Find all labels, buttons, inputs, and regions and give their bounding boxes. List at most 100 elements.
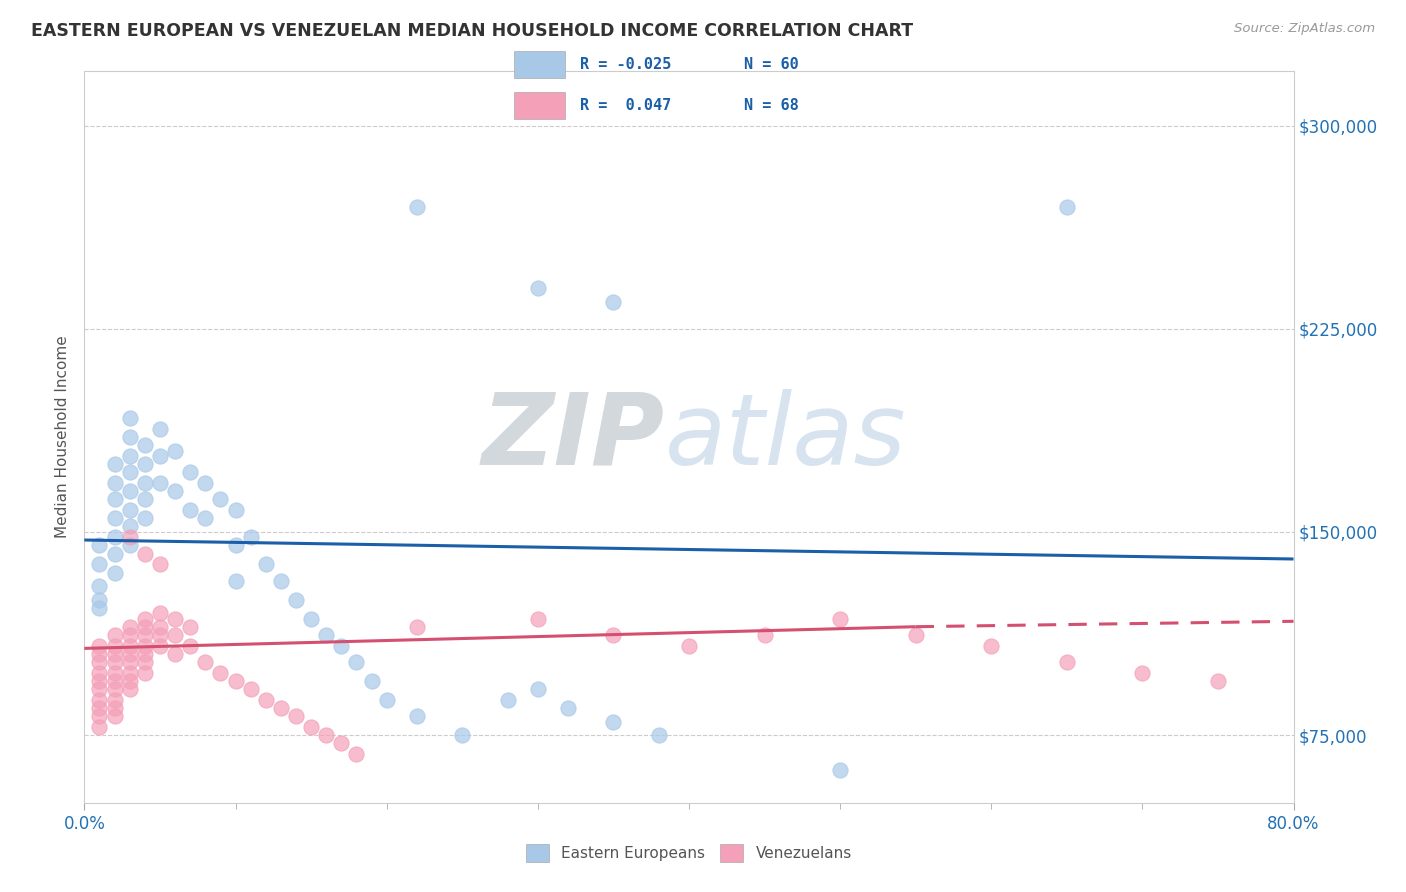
Point [179, 503, 201, 517]
Point [118, 430, 141, 444]
Point [118, 639, 141, 653]
Point [165, 647, 187, 661]
Point [165, 611, 187, 625]
Point [315, 628, 337, 642]
Point [104, 693, 127, 707]
Point [149, 639, 172, 653]
Point [194, 476, 217, 491]
Point [118, 519, 141, 533]
Point [134, 620, 156, 634]
Point [225, 574, 247, 588]
Point [89, 709, 111, 723]
Bar [513, 92, 565, 119]
Point [104, 639, 127, 653]
Point [104, 547, 127, 561]
Point [346, 655, 368, 669]
Point [179, 620, 201, 634]
Point [194, 511, 217, 525]
Point [104, 476, 127, 491]
Point [104, 701, 127, 715]
Point [406, 620, 429, 634]
Point [104, 709, 127, 723]
Point [830, 764, 852, 778]
Point [194, 655, 217, 669]
Point [602, 628, 624, 642]
Point [118, 647, 141, 661]
Bar [513, 51, 565, 78]
Point [527, 681, 550, 696]
Point [104, 566, 127, 580]
Point [527, 611, 550, 625]
Point [225, 503, 247, 517]
Point [209, 665, 232, 680]
Point [270, 574, 292, 588]
Point [118, 673, 141, 688]
Point [118, 620, 141, 634]
Point [149, 558, 172, 572]
Point [104, 457, 127, 471]
Point [104, 681, 127, 696]
Point [134, 611, 156, 625]
Point [602, 714, 624, 729]
Point [134, 476, 156, 491]
Point [225, 673, 247, 688]
Point [179, 465, 201, 479]
Point [89, 720, 111, 734]
Point [89, 600, 111, 615]
Point [104, 647, 127, 661]
Point [118, 681, 141, 696]
Point [239, 530, 262, 544]
Point [602, 294, 624, 309]
Point [285, 709, 308, 723]
Point [134, 438, 156, 452]
Point [165, 628, 187, 642]
Point [648, 728, 671, 742]
Point [1206, 673, 1229, 688]
Point [118, 484, 141, 499]
Point [299, 611, 322, 625]
Point [254, 558, 277, 572]
Point [118, 411, 141, 425]
Point [149, 449, 172, 463]
Point [179, 639, 201, 653]
Point [754, 628, 776, 642]
Point [1132, 665, 1154, 680]
Point [134, 457, 156, 471]
Point [118, 503, 141, 517]
Text: ZIP: ZIP [482, 389, 665, 485]
Point [165, 484, 187, 499]
Point [104, 673, 127, 688]
Point [239, 681, 262, 696]
Text: atlas: atlas [665, 389, 907, 485]
Point [165, 443, 187, 458]
Point [104, 530, 127, 544]
Point [89, 701, 111, 715]
Point [104, 492, 127, 507]
Point [89, 655, 111, 669]
Point [904, 628, 927, 642]
Point [134, 639, 156, 653]
Point [149, 628, 172, 642]
Point [104, 628, 127, 642]
Text: N = 60: N = 60 [744, 57, 799, 71]
Point [134, 628, 156, 642]
Point [254, 693, 277, 707]
Text: EASTERN EUROPEAN VS VENEZUELAN MEDIAN HOUSEHOLD INCOME CORRELATION CHART: EASTERN EUROPEAN VS VENEZUELAN MEDIAN HO… [31, 22, 912, 40]
Point [149, 606, 172, 620]
Point [118, 465, 141, 479]
Point [375, 693, 398, 707]
Text: N = 68: N = 68 [744, 98, 799, 112]
Point [134, 511, 156, 525]
Point [89, 681, 111, 696]
Point [678, 639, 700, 653]
Point [104, 665, 127, 680]
Point [451, 728, 474, 742]
Point [557, 701, 579, 715]
Point [149, 476, 172, 491]
Point [104, 511, 127, 525]
Point [118, 530, 141, 544]
Point [89, 673, 111, 688]
Point [134, 547, 156, 561]
Legend: Eastern Europeans, Venezuelans: Eastern Europeans, Venezuelans [520, 838, 858, 868]
Point [134, 492, 156, 507]
